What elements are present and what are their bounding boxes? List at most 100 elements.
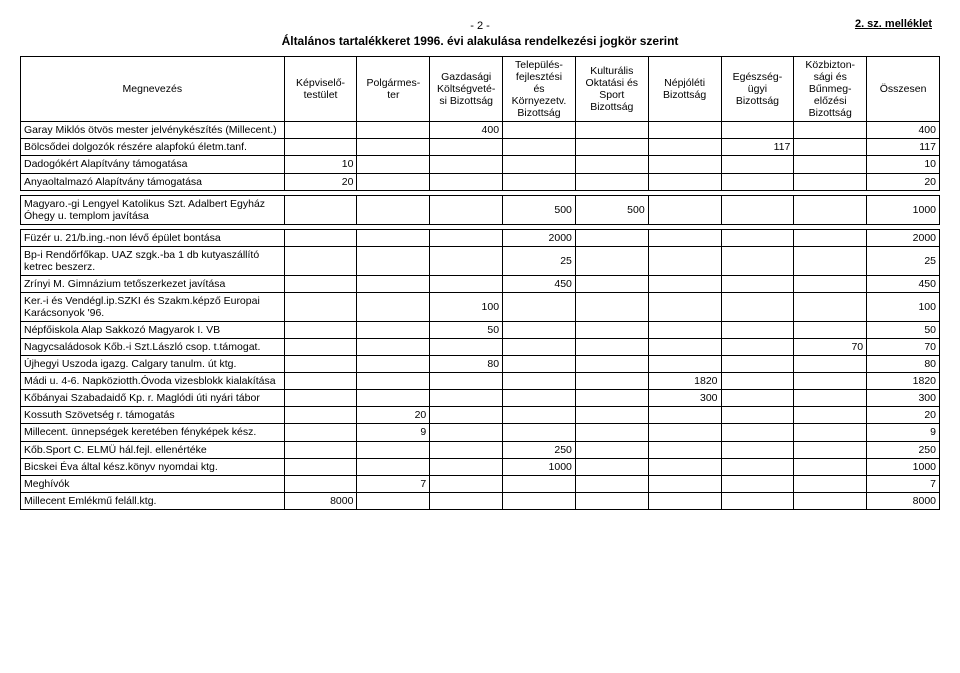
annex-label: 2. sz. melléklet — [855, 18, 932, 30]
cell: 25 — [867, 246, 940, 275]
row-name: Kossuth Szövetség r. támogatás — [21, 407, 285, 424]
cell — [284, 139, 357, 156]
table-row: Kőb.Sport C. ELMÜ hál.fejl. ellenértéke2… — [21, 441, 940, 458]
cell — [794, 407, 867, 424]
cell — [794, 275, 867, 292]
cell — [575, 173, 648, 190]
cell — [721, 246, 794, 275]
table-row: Meghívók77 — [21, 475, 940, 492]
cell — [430, 458, 503, 475]
cell — [357, 156, 430, 173]
cell — [430, 173, 503, 190]
cell — [284, 195, 357, 224]
cell: 250 — [867, 441, 940, 458]
cell — [721, 275, 794, 292]
cell: 7 — [867, 475, 940, 492]
table-row: Ker.-i és Vendégl.ip.SZKI és Szakm.képző… — [21, 292, 940, 321]
col-3: GazdaságiKöltségveté-si Bizottság — [430, 57, 503, 122]
cell — [721, 441, 794, 458]
row-name: Bp-i Rendőrfőkap. UAZ szgk.-ba 1 db kuty… — [21, 246, 285, 275]
table-row: Újhegyi Uszoda igazg. Calgary tanulm. út… — [21, 356, 940, 373]
cell — [284, 339, 357, 356]
cell: 450 — [867, 275, 940, 292]
row-name: Dadogókért Alapítvány támogatása — [21, 156, 285, 173]
cell — [284, 424, 357, 441]
cell — [794, 458, 867, 475]
table-row: Bp-i Rendőrfőkap. UAZ szgk.-ba 1 db kuty… — [21, 246, 940, 275]
cell — [648, 173, 721, 190]
cell — [648, 292, 721, 321]
cell — [721, 229, 794, 246]
cell — [721, 339, 794, 356]
cell — [575, 475, 648, 492]
cell: 25 — [503, 246, 576, 275]
cell — [503, 156, 576, 173]
table-row: Millecent Emlékmű feláll.ktg.80008000 — [21, 492, 940, 509]
cell: 100 — [867, 292, 940, 321]
cell: 20 — [867, 407, 940, 424]
cell: 1000 — [503, 458, 576, 475]
cell: 450 — [503, 275, 576, 292]
cell — [575, 373, 648, 390]
cell: 1820 — [648, 373, 721, 390]
table-row: Bölcsődei dolgozók részére alapfokú élet… — [21, 139, 940, 156]
cell — [794, 390, 867, 407]
cell — [284, 246, 357, 275]
cell — [503, 339, 576, 356]
cell — [794, 173, 867, 190]
cell — [357, 173, 430, 190]
cell — [430, 492, 503, 509]
row-name: Millecent. ünnepségek keretében fényképe… — [21, 424, 285, 441]
cell: 50 — [430, 322, 503, 339]
col-4: Település-fejlesztésiésKörnyezetv.Bizott… — [503, 57, 576, 122]
page-title: Általános tartalékkeret 1996. évi alakul… — [20, 34, 940, 48]
cell — [794, 122, 867, 139]
cell — [430, 139, 503, 156]
cell: 1820 — [867, 373, 940, 390]
table-row: Bicskei Éva által kész.könyv nyomdai ktg… — [21, 458, 940, 475]
cell — [721, 195, 794, 224]
cell — [721, 458, 794, 475]
cell — [648, 441, 721, 458]
cell — [575, 275, 648, 292]
cell — [794, 156, 867, 173]
cell: 2000 — [867, 229, 940, 246]
cell — [357, 458, 430, 475]
table-row: Millecent. ünnepségek keretében fényképe… — [21, 424, 940, 441]
cell — [648, 322, 721, 339]
cell: 400 — [867, 122, 940, 139]
cell — [721, 356, 794, 373]
table-row: Nagycsaládosok Kőb.-i Szt.László csop. t… — [21, 339, 940, 356]
row-name: Ker.-i és Vendégl.ip.SZKI és Szakm.képző… — [21, 292, 285, 321]
cell — [721, 407, 794, 424]
cell — [794, 195, 867, 224]
cell — [357, 339, 430, 356]
cell — [575, 424, 648, 441]
cell — [721, 424, 794, 441]
cell — [430, 339, 503, 356]
page-indicator: - 2 - — [20, 20, 940, 32]
cell — [430, 195, 503, 224]
cell: 117 — [721, 139, 794, 156]
cell — [794, 356, 867, 373]
cell — [503, 292, 576, 321]
cell — [357, 122, 430, 139]
cell — [430, 424, 503, 441]
cell — [794, 492, 867, 509]
cell: 2000 — [503, 229, 576, 246]
table-row: Mádi u. 4-6. Napköziotth.Óvoda vizesblok… — [21, 373, 940, 390]
cell — [794, 373, 867, 390]
cell — [721, 156, 794, 173]
cell — [284, 122, 357, 139]
cell — [575, 441, 648, 458]
cell: 7 — [357, 475, 430, 492]
col-5: KulturálisOktatási ésSportBizottság — [575, 57, 648, 122]
cell — [430, 156, 503, 173]
cell — [357, 139, 430, 156]
cell — [575, 322, 648, 339]
cell: 300 — [867, 390, 940, 407]
col-6: NépjólétiBizottság — [648, 57, 721, 122]
cell — [284, 322, 357, 339]
cell — [503, 390, 576, 407]
cell — [648, 339, 721, 356]
